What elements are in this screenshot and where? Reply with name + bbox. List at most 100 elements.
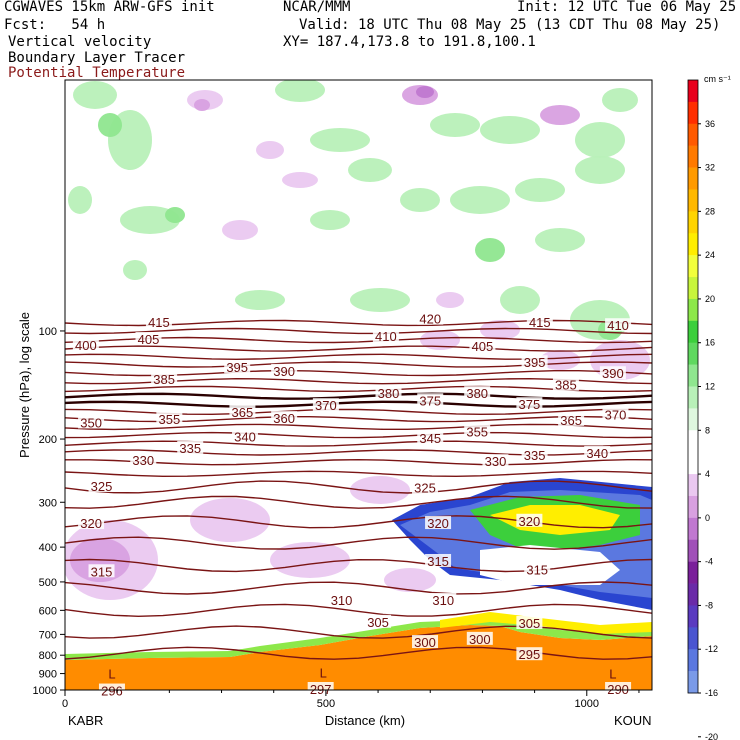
velocity-cell xyxy=(256,141,284,159)
theta-label: 300 xyxy=(414,635,436,650)
velocity-cell xyxy=(416,86,434,98)
theta-label: 325 xyxy=(414,481,436,496)
colorbar-tick-label: -20 xyxy=(705,732,718,740)
velocity-cell xyxy=(400,188,440,212)
velocity-cell xyxy=(420,330,460,350)
theta-label-bg xyxy=(375,386,402,400)
x-axis: 0 500 1000 xyxy=(62,690,640,710)
theta-label-bg xyxy=(599,366,626,380)
y-tick-label: 800 xyxy=(39,650,57,662)
descent-region xyxy=(384,568,436,592)
theta-contour-line xyxy=(65,449,652,456)
theta-label: 365 xyxy=(560,413,582,428)
theta-label: 315 xyxy=(526,563,548,578)
theta-label: 405 xyxy=(472,339,494,354)
theta-label-bg xyxy=(464,386,491,400)
theta-label-bg xyxy=(417,431,444,445)
theta-label: 340 xyxy=(586,446,608,461)
theta-label: 295 xyxy=(519,647,541,662)
theta-contour-line xyxy=(65,440,652,447)
theta-label-bg xyxy=(78,415,105,429)
theta-label-bg xyxy=(307,682,334,695)
surface-updraft-strong xyxy=(440,612,652,634)
theta-contour-line xyxy=(65,336,652,344)
colorbar-swatch xyxy=(688,298,698,322)
theta-label: 335 xyxy=(179,441,201,456)
colorbar-tick-label: -12 xyxy=(705,644,718,654)
theta-contour-line xyxy=(65,423,652,431)
colorbar-swatch xyxy=(688,452,698,475)
low-pressure-marker: L xyxy=(609,666,616,681)
y-tick-label: 300 xyxy=(39,497,57,509)
theta-label-bg xyxy=(521,448,548,462)
colorbar-swatch xyxy=(688,320,698,344)
velocity-cell xyxy=(480,116,540,144)
theta-label-bg xyxy=(135,332,162,346)
theta-label-bg xyxy=(469,339,496,353)
theta-label: 395 xyxy=(226,360,248,375)
colorbar-swatch xyxy=(688,583,698,606)
theta-label: 355 xyxy=(159,412,181,427)
theta-label-bg xyxy=(552,377,579,391)
theta-label-bg xyxy=(516,647,543,661)
colorbar-swatch xyxy=(688,495,698,519)
theta-contour-line xyxy=(65,603,652,618)
velocity-cell xyxy=(235,290,285,310)
theta-label: 320 xyxy=(80,516,102,531)
velocity-cell xyxy=(222,220,258,240)
theta-contour-line xyxy=(65,515,652,529)
velocity-cell xyxy=(500,286,540,314)
colorbar-tick-label: 28 xyxy=(705,206,715,216)
surface-updraft xyxy=(65,620,652,660)
plot-area xyxy=(65,80,652,690)
theta-label: 365 xyxy=(232,405,254,420)
theta-label-bg xyxy=(88,478,115,492)
colorbar-swatch xyxy=(688,539,698,562)
velocity-cell xyxy=(120,206,180,234)
theta-contour-line xyxy=(65,327,652,335)
colorbar-swatch xyxy=(688,517,698,541)
theta-label: 345 xyxy=(419,431,441,446)
velocity-cell xyxy=(165,207,185,223)
theta-contour-line xyxy=(65,392,652,400)
colorbar-swatch xyxy=(688,145,698,168)
left-station-label: KABR xyxy=(68,713,103,728)
colorbar-swatch xyxy=(688,408,698,431)
colorbar-tick-label: 8 xyxy=(705,425,710,435)
field-boundary-layer-tracer: Boundary Layer Tracer xyxy=(8,50,186,66)
velocity-cell xyxy=(68,186,92,214)
x-tick-label: 1000 xyxy=(575,698,599,710)
y-tick-label: 900 xyxy=(39,669,57,681)
y-tick-label: 700 xyxy=(39,629,57,641)
theta-label-bg xyxy=(328,592,355,606)
y-tick-label: 400 xyxy=(39,542,57,554)
theta-contour-line xyxy=(65,400,652,408)
theta-label: 325 xyxy=(91,479,113,494)
colorbar-swatch xyxy=(688,277,698,300)
theta-label-bg xyxy=(372,329,399,343)
theta-label: 390 xyxy=(602,366,624,381)
theta-label: 320 xyxy=(519,514,541,529)
theta-contour-line xyxy=(65,480,652,494)
init-time: Init: 12 UTC Tue 06 May 25 xyxy=(517,0,737,15)
theta-contour-line xyxy=(65,625,652,639)
theta-label: 305 xyxy=(367,615,389,630)
theta-label: 380 xyxy=(466,386,488,401)
theta-contour-line xyxy=(65,536,652,550)
theta-label-bg xyxy=(482,454,509,468)
theta-label-bg xyxy=(130,452,157,466)
theta-contour-line xyxy=(65,495,652,509)
theta-label-bg xyxy=(430,592,457,606)
theta-label: 395 xyxy=(524,355,546,370)
theta-label: 415 xyxy=(529,315,551,330)
theta-contour-line xyxy=(65,345,652,352)
theta-label-bg xyxy=(232,429,259,443)
colorbar-tick-label: 24 xyxy=(705,250,715,260)
theta-label: 410 xyxy=(607,318,629,333)
theta-label-bg xyxy=(425,516,452,530)
theta-label: 360 xyxy=(273,411,295,426)
colorbar-tick-label: -4 xyxy=(705,557,713,567)
theta-label-bg xyxy=(521,355,548,369)
colorbar-tick-label: 0 xyxy=(705,513,710,523)
colorbar-tick-label: 12 xyxy=(705,382,715,392)
